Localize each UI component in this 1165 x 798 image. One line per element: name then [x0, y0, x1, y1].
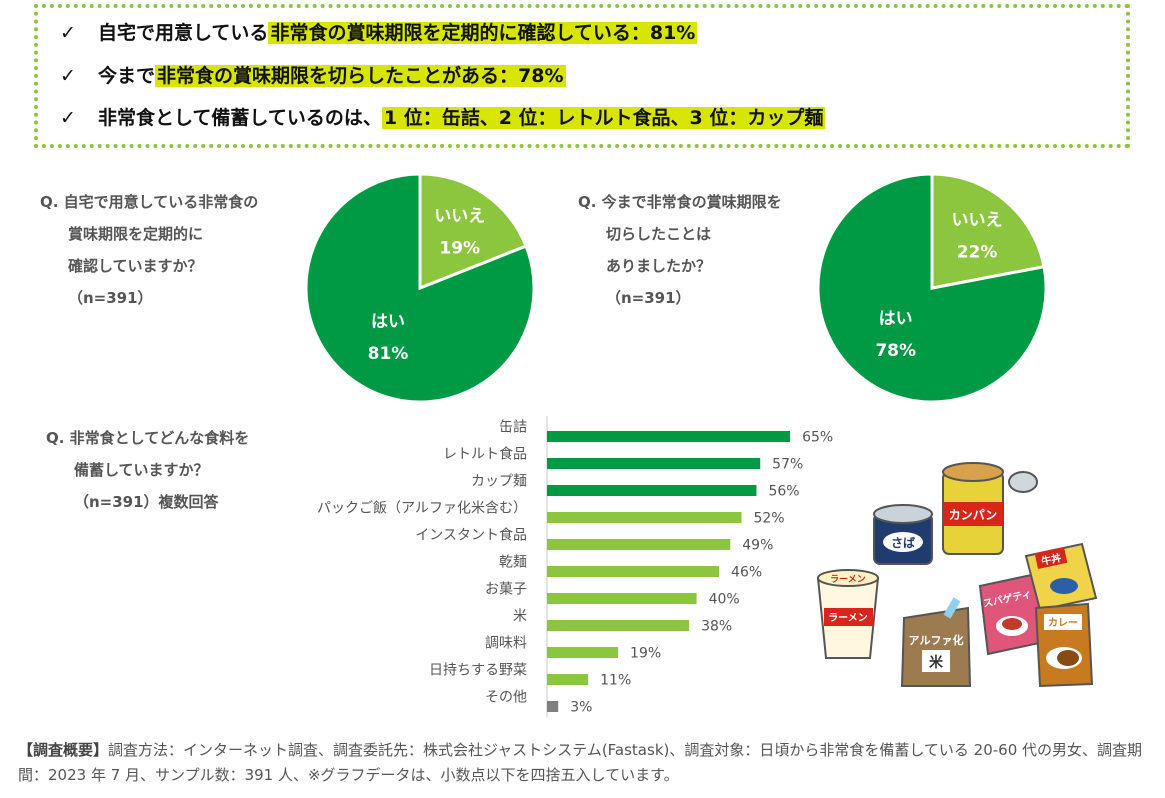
summary-point-3-highlight: 1 位：缶詰、2 位：レトルト食品、3 位：カップ麺	[381, 107, 826, 129]
alpha-rice-label-2: 米	[929, 654, 944, 671]
question-1-sample: （n=391）	[68, 289, 153, 307]
summary-point-2: ✓ 今まで 非常食の賞味期限を切らしたことがある：78%	[60, 61, 566, 88]
question-2-sample: （n=391）	[606, 289, 691, 307]
question-1: Q. 自宅で用意している非常食の 賞味期限を定期的に 確認していますか？ （n=…	[40, 186, 258, 314]
alpha-rice-label-1: アルファ化	[909, 633, 964, 647]
bar-7	[547, 620, 690, 631]
cup-ramen-icon: ラーメン ラーメン	[816, 569, 880, 659]
bar-5	[547, 566, 720, 577]
bar-category-label: 調味料	[485, 636, 527, 652]
gyudon-label: 牛丼	[1040, 551, 1062, 568]
bar-category-label: レトルト食品	[443, 446, 527, 463]
summary-point-3: ✓ 非常食として備蓄しているのは、 1 位：缶詰、2 位：レトルト食品、3 位：カッ…	[60, 103, 826, 130]
bar-1	[547, 458, 761, 469]
bar-category-label: 米	[513, 609, 527, 625]
bar-value-label: 49%	[742, 538, 773, 554]
question-2-line-1: Q. 今まで非常食の賞味期限を	[578, 193, 782, 211]
summary-box	[34, 4, 1130, 148]
question-2-line-3: ありましたか？	[606, 257, 712, 275]
bar-category-label: カップ麺	[471, 474, 527, 490]
question-3-line-2: 備蓄していますか？	[74, 461, 209, 479]
pie2-slice-1	[930, 172, 1046, 290]
curry-label: カレー	[1048, 617, 1078, 629]
bar-value-label: 57%	[772, 457, 803, 473]
bar-10	[547, 701, 559, 712]
pie1-slice-label-0: はい	[371, 312, 405, 332]
bar-value-label: 40%	[709, 592, 740, 608]
bar-8	[547, 647, 619, 658]
stockpile-food-illustration: カンパン さば ラーメン ラーメン アルファ化 米 スパゲティ 牛丼	[816, 462, 1098, 688]
survey-footnote-head: 【調査概要】	[18, 741, 109, 759]
bar-value-label: 38%	[701, 619, 732, 635]
question-3-line-1: Q. 非常食としてどんな食料を	[46, 429, 250, 447]
pie-chart-regular-check: はい 81% いいえ 19%	[304, 172, 536, 404]
summary-point-2-highlight: 非常食の賞味期限を切らしたことがある：78%	[155, 65, 566, 87]
saba-can-icon: さば	[873, 504, 933, 565]
bar-value-label: 65%	[802, 430, 833, 446]
question-1-line-2: 賞味期限を定期的に	[68, 225, 204, 243]
question-3: Q. 非常食としてどんな食料を 備蓄していますか？ （n=391）複数回答	[46, 422, 249, 518]
bar-category-label: 日持ちする野菜	[429, 663, 527, 679]
cup-ramen-side-label: ラーメン	[828, 612, 868, 624]
curry-pouch-icon: カレー	[1034, 602, 1094, 688]
bar-value-label: 11%	[600, 673, 631, 689]
alpha-rice-pouch-icon: アルファ化 米	[900, 597, 972, 687]
kanpan-can-icon: カンパン	[942, 462, 1038, 555]
summary-point-2-text: 今まで	[98, 65, 156, 87]
pie1-slice-0	[304, 172, 536, 404]
bar-6	[547, 593, 697, 604]
question-1-line-1: Q. 自宅で用意している非常食の	[40, 193, 259, 211]
question-3-sample: （n=391）複数回答	[74, 493, 219, 511]
kanpan-label: カンパン	[949, 508, 998, 522]
bar-value-label: 52%	[753, 511, 784, 527]
bar-value-label: 46%	[731, 565, 762, 581]
check-icon: ✓	[60, 22, 76, 44]
summary-point-1-highlight: 非常食の賞味期限を定期的に確認している：81%	[268, 22, 698, 44]
bar-category-label: インスタント食品	[415, 527, 527, 544]
question-2-line-2: 切らしたことは	[606, 225, 712, 243]
pie1-slice-value-0: 81%	[368, 344, 409, 364]
bar-chart-stockpile-foods: 缶詰 65% レトルト食品 57% カップ麺 56% パックご飯（アルファ化米含む） 52% イ…	[317, 416, 833, 717]
saba-label: さば	[891, 535, 915, 550]
bar-category-label: 乾麺	[499, 555, 527, 571]
check-icon: ✓	[60, 107, 76, 129]
pie2-slice-label-0: はい	[879, 309, 913, 329]
pie2-slice-value-1: 22%	[957, 243, 998, 263]
bar-category-label: パックご飯（アルファ化米含む）	[317, 500, 527, 517]
bar-value-label: 3%	[570, 700, 592, 716]
pie1-slice-label-1: いいえ	[434, 207, 485, 227]
bar-4	[547, 539, 731, 550]
bar-9	[547, 674, 589, 685]
bar-3	[547, 512, 742, 523]
question-2: Q. 今まで非常食の賞味期限を 切らしたことは ありましたか？ （n=391）	[578, 186, 782, 314]
gyudon-pouch-icon: 牛丼	[1024, 542, 1098, 612]
question-1-line-3: 確認していますか？	[68, 257, 203, 275]
bar-value-label: 19%	[630, 646, 661, 662]
pie2-slice-value-0: 78%	[875, 341, 916, 361]
check-icon: ✓	[60, 65, 76, 87]
pie1-slice-1	[418, 172, 528, 291]
summary-point-1: ✓ 自宅で用意している 非常食の賞味期限を定期的に確認している：81%	[60, 18, 698, 45]
pie1-slice-value-1: 19%	[439, 239, 480, 259]
summary-point-3-text: 非常食として備蓄しているのは、	[98, 107, 382, 129]
bar-category-label: 缶詰	[499, 420, 527, 436]
survey-footnote-body: 調査方法：インターネット調査、調査委託先：株式会社ジャストシステム(Fastas…	[18, 741, 1143, 784]
bar-value-label: 56%	[768, 484, 799, 500]
survey-footnote: 【調査概要】調査方法：インターネット調査、調査委託先：株式会社ジャストシステム(…	[18, 738, 1148, 788]
bar-category-label: お菓子	[485, 582, 527, 598]
pie2-slice-label-1: いいえ	[952, 211, 1003, 231]
bar-category-label: その他	[485, 690, 527, 706]
pie-chart-expired-experience: はい 78% いいえ 22%	[816, 172, 1048, 404]
summary-point-1-text: 自宅で用意している	[98, 22, 269, 44]
bar-2	[547, 485, 757, 496]
cup-ramen-top-label: ラーメン	[830, 574, 866, 585]
bar-0	[547, 431, 791, 442]
